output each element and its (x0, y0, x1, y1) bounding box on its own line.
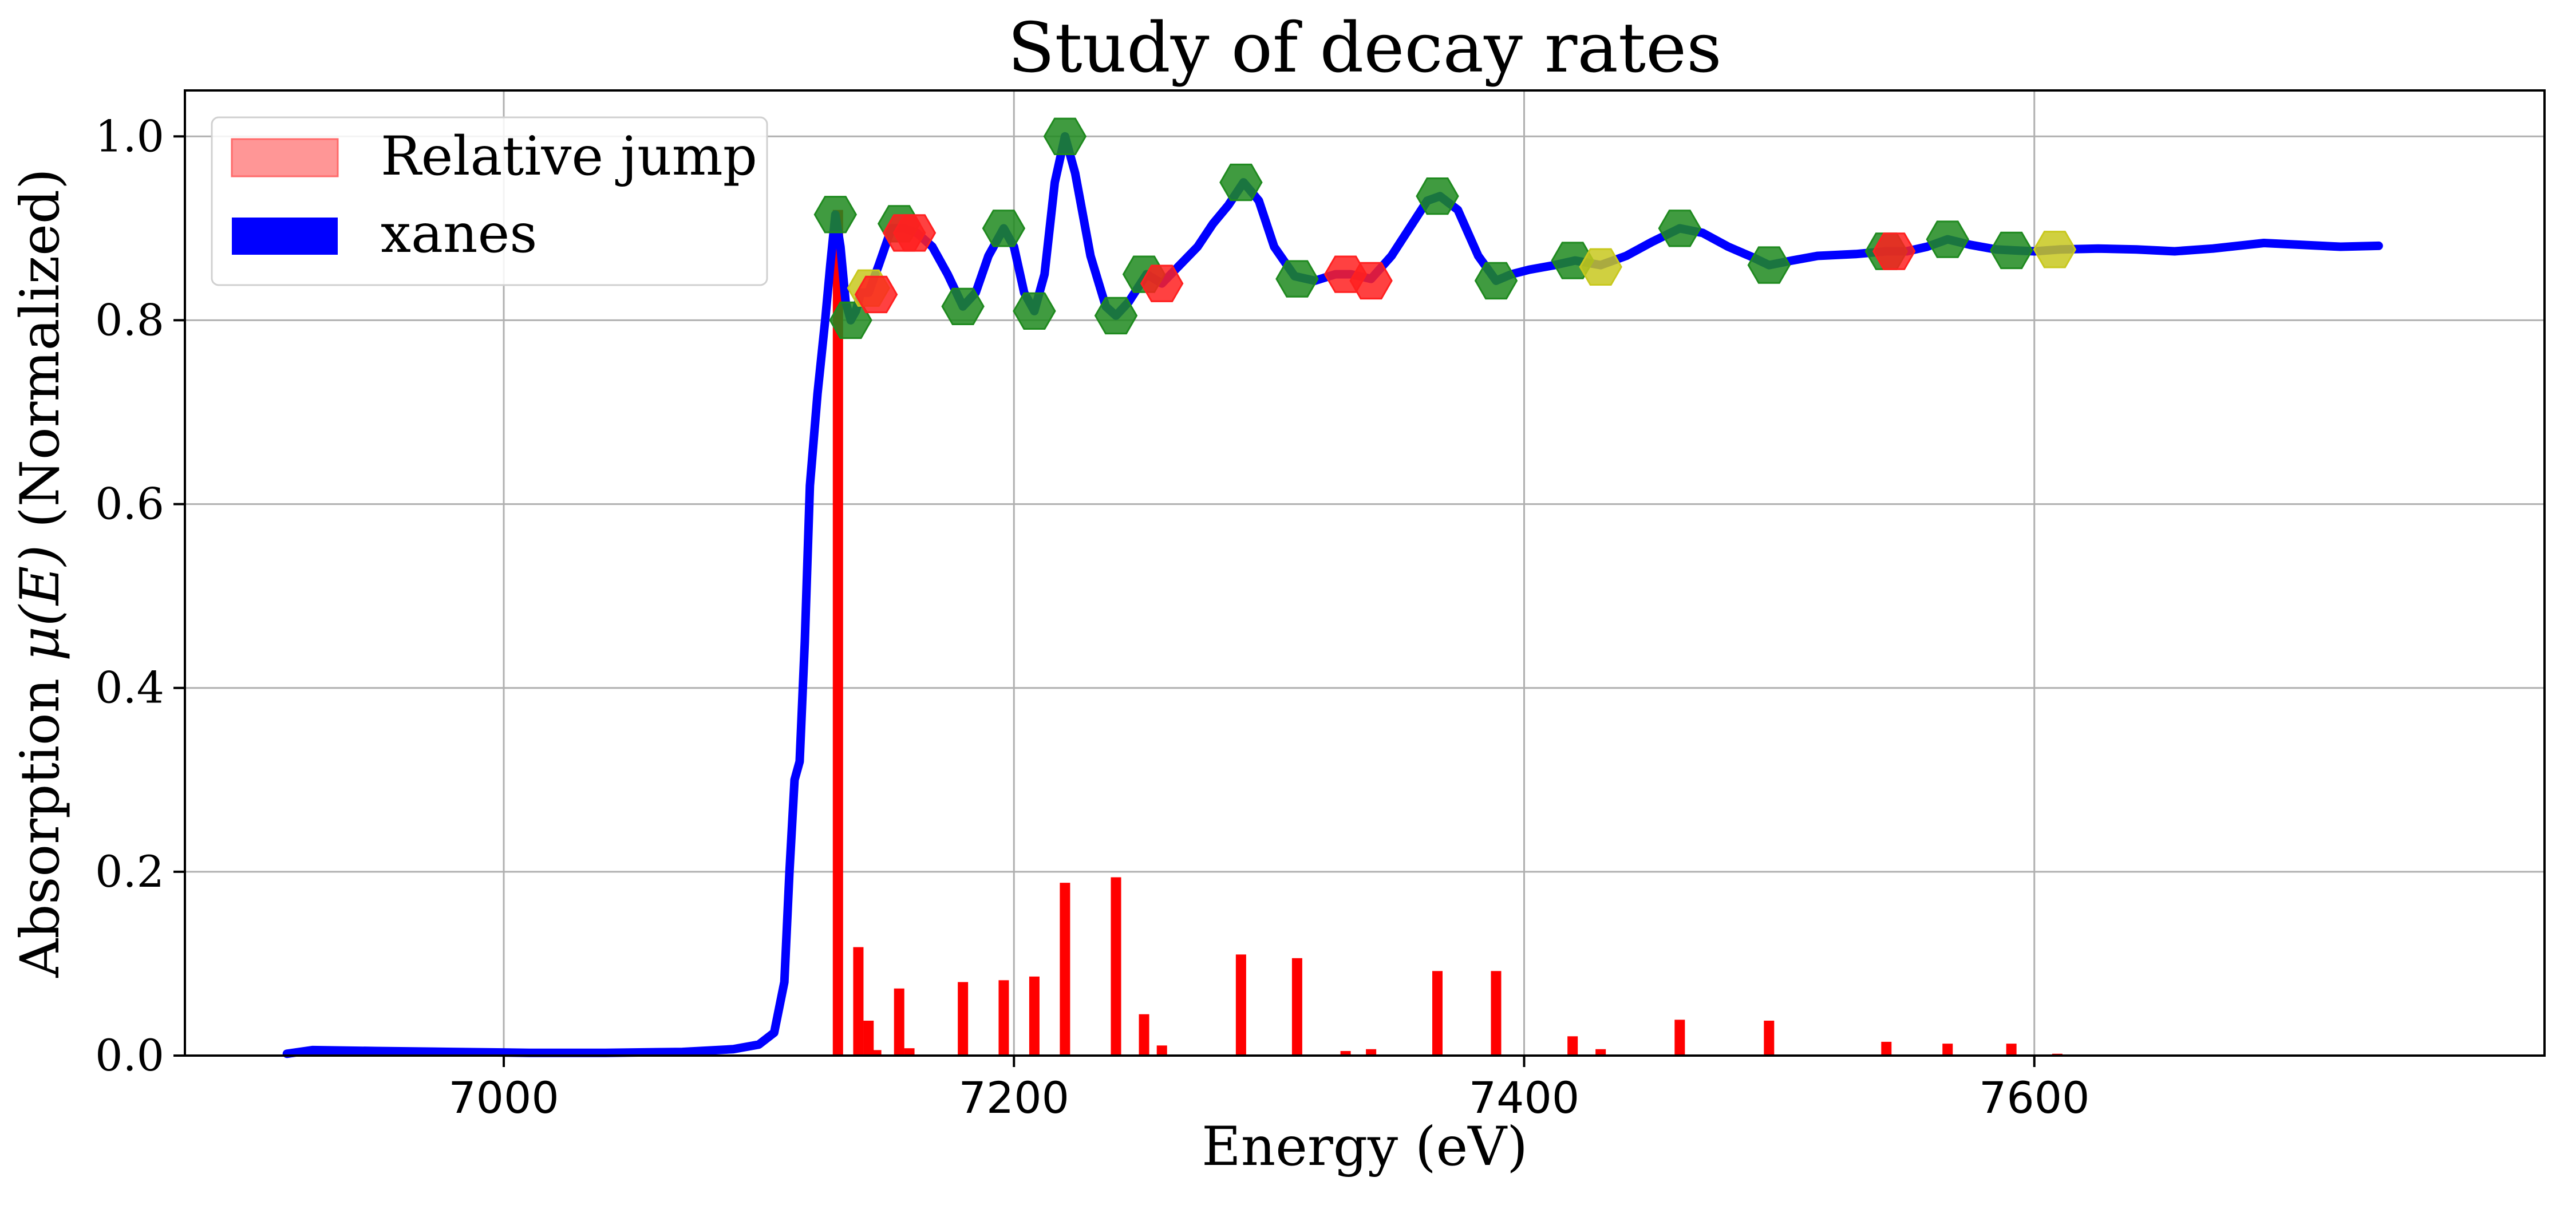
relative-jump-bar (894, 988, 904, 1056)
green-marker (1474, 262, 1518, 300)
red-marker (854, 275, 898, 314)
y-tick-label: 1.0 (95, 110, 164, 161)
relative-jump-bar (1139, 1014, 1149, 1056)
red-marker (1349, 262, 1393, 300)
y-tick-label: 0.8 (95, 294, 164, 345)
relative-jump-bar (1060, 883, 1070, 1056)
legend: Relative jump xanes (211, 116, 768, 286)
green-marker (1013, 292, 1056, 330)
legend-swatch-xanes (232, 218, 338, 255)
chart-title: Study of decay rates (1008, 9, 1722, 88)
legend-label-xanes: xanes (381, 203, 537, 265)
relative-jump-bar (863, 1020, 874, 1056)
x-tick-label: 7000 (448, 1072, 559, 1123)
relative-jump-bar (1111, 877, 1121, 1056)
legend-box (211, 116, 768, 286)
relative-jump-bar (853, 947, 864, 1056)
marker-layer (813, 117, 2077, 339)
relative-jump-bar (1235, 954, 1246, 1056)
y-tick-label: 0.0 (95, 1030, 164, 1081)
x-axis-label: Energy (eV) (1202, 1116, 1528, 1178)
green-marker (1658, 210, 1702, 247)
relative-jump-bar (1674, 1020, 1685, 1056)
yellow-marker (2033, 231, 2077, 268)
green-marker (1416, 177, 1459, 215)
y-tick-label: 0.6 (95, 479, 164, 530)
plot-area-frame (184, 89, 2546, 1057)
red-marker (1140, 264, 1184, 302)
relative-jump-bar (1029, 976, 1040, 1056)
relative-jump-bar (1764, 1020, 1775, 1056)
y-tick-label: 0.2 (95, 846, 164, 897)
relative-jump-bar (998, 980, 1009, 1056)
green-marker (1926, 220, 1969, 258)
y-axis-label-suffix: (Normalized) (9, 168, 72, 545)
relative-jump-bar (1942, 1044, 1953, 1056)
relative-jump-bar (832, 210, 843, 1056)
relative-jump-bar (1595, 1049, 1606, 1056)
relative-jump-bar (904, 1048, 915, 1056)
legend-label-relative-jump: Relative jump (381, 125, 757, 188)
relative-jump-bars (832, 210, 2063, 1056)
relative-jump-bar (958, 982, 969, 1056)
green-marker (1747, 246, 1791, 284)
green-marker (1219, 163, 1263, 202)
green-marker (1275, 260, 1319, 298)
legend-swatch-relative-jump (231, 138, 339, 177)
green-marker (1043, 117, 1087, 155)
green-marker (1989, 231, 2033, 270)
red-marker (1872, 232, 1916, 270)
relative-jump-bar (1340, 1050, 1351, 1056)
yellow-marker (1579, 248, 1622, 286)
x-tick-label: 7200 (959, 1072, 1069, 1123)
y-axis-label-symbol: μ(E) (9, 545, 72, 661)
relative-jump-bar (1491, 971, 1502, 1056)
axis-ticks: 7000 7200 7400 7600 0.0 0.2 0.4 0.6 0.8 1.0 (95, 110, 2089, 1123)
y-tick-label: 0.4 (95, 662, 164, 713)
relative-jump-bar (1366, 1049, 1377, 1056)
relative-jump-bar (2006, 1044, 2017, 1056)
relative-jump-bar (1432, 971, 1443, 1056)
y-axis-label-prefix: Absorption (9, 661, 72, 978)
green-marker (941, 287, 985, 325)
relative-jump-bar (1881, 1041, 1892, 1056)
relative-jump-bar (871, 1050, 882, 1056)
x-tick-label: 7400 (1469, 1072, 1579, 1123)
x-tick-label: 7600 (1979, 1072, 2089, 1123)
relative-jump-bar (1291, 958, 1302, 1056)
red-marker (892, 214, 937, 252)
y-axis-label: Absorption μ(E) (Normalized) (9, 168, 72, 978)
relative-jump-bar (1156, 1045, 1167, 1056)
green-marker (1094, 297, 1138, 335)
grid-lines (185, 90, 2545, 1057)
green-marker (982, 210, 1026, 247)
relative-jump-bar (1567, 1036, 1578, 1056)
green-marker (813, 196, 858, 234)
